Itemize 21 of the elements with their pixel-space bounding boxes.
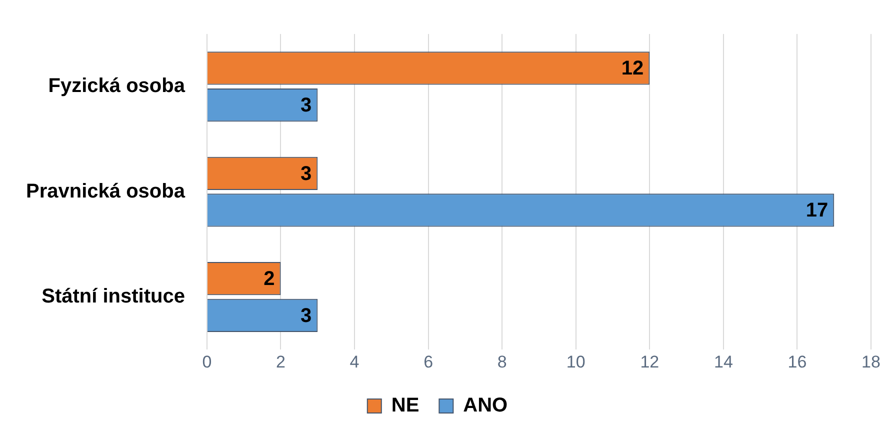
y-tick-label: Pravnická osoba bbox=[26, 180, 186, 202]
x-tick-label: 12 bbox=[640, 352, 660, 372]
x-tick-label: 0 bbox=[202, 352, 212, 372]
x-tick-label: 6 bbox=[424, 352, 434, 372]
data-label: 17 bbox=[806, 200, 828, 222]
x-tick-label: 14 bbox=[714, 352, 733, 372]
x-tick-label: 8 bbox=[497, 352, 507, 372]
x-tick-label: 10 bbox=[566, 352, 586, 372]
x-tick-label: 16 bbox=[788, 352, 807, 372]
data-label: 3 bbox=[300, 162, 312, 185]
legend-label: ANO bbox=[463, 394, 508, 417]
x-tick-label: 18 bbox=[862, 352, 880, 372]
y-tick-label: Státní instituce bbox=[42, 286, 185, 308]
x-tick-label: 4 bbox=[350, 352, 360, 372]
y-tick-label: Fyzická osoba bbox=[48, 75, 186, 98]
legend-label: NE bbox=[391, 394, 420, 417]
data-label: 3 bbox=[300, 304, 312, 327]
x-tick-label: 2 bbox=[276, 352, 286, 372]
data-label: 2 bbox=[264, 268, 275, 290]
data-label: 3 bbox=[300, 94, 312, 117]
data-label: 12 bbox=[621, 58, 644, 80]
